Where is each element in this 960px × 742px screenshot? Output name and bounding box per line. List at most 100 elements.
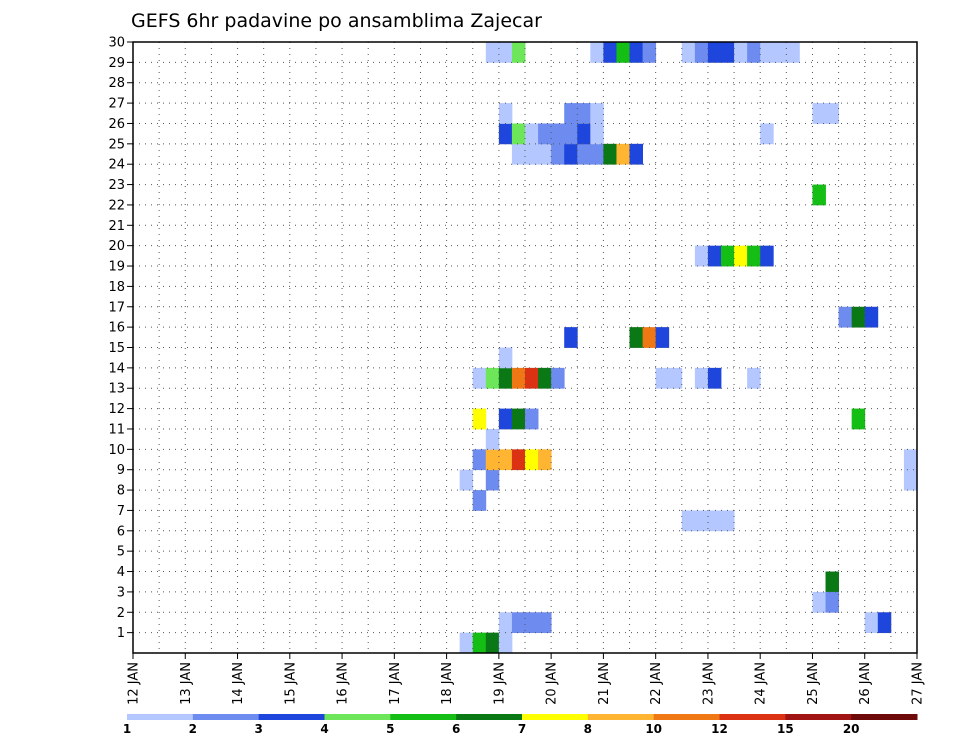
precip-cell	[459, 469, 474, 491]
precip-cell	[551, 123, 565, 145]
precip-cell	[590, 143, 604, 165]
precip-cell	[773, 42, 787, 63]
precip-cell	[498, 123, 513, 145]
precip-cell	[681, 42, 696, 63]
y-tick-label: 28	[108, 76, 125, 91]
precip-cell	[472, 367, 487, 389]
colorbar-label: 3	[254, 722, 262, 736]
precip-cell	[551, 143, 565, 165]
precip-cell	[629, 42, 643, 63]
precip-cell	[812, 103, 826, 124]
precip-cell	[760, 42, 774, 63]
colorbar-label: 2	[189, 722, 197, 736]
precip-cell	[498, 347, 513, 369]
colorbar-segment	[324, 714, 391, 720]
precip-cell	[525, 612, 539, 634]
x-tick-label: 22 JAN	[649, 662, 664, 705]
precip-cell	[747, 245, 761, 267]
y-tick-label: 23	[108, 178, 125, 193]
precip-cells	[459, 42, 918, 654]
y-tick-label: 19	[108, 260, 125, 275]
precip-cell	[498, 42, 513, 63]
colorbar-segment	[390, 714, 457, 720]
precip-cell	[564, 143, 578, 165]
precip-cell	[498, 612, 513, 634]
y-tick-label: 4	[117, 565, 125, 580]
precip-cell	[538, 123, 552, 145]
precip-cell	[707, 367, 722, 389]
y-tick-label: 26	[108, 117, 125, 132]
precip-cell	[851, 306, 866, 328]
precip-cell	[485, 469, 500, 491]
y-tick-label: 16	[108, 321, 125, 336]
y-tick-label: 27	[108, 97, 125, 112]
precip-cell	[838, 306, 853, 328]
precip-cell	[603, 42, 617, 63]
colorbar-segment	[587, 714, 655, 720]
precip-cell	[498, 367, 513, 389]
colorbar-segment	[653, 714, 720, 720]
precip-cell	[760, 123, 774, 145]
chart-title: GEFS 6hr padavine po ansamblima Zajecar	[131, 10, 542, 32]
precip-cell	[564, 103, 578, 124]
precip-cell	[655, 367, 670, 389]
precip-cell	[538, 612, 552, 634]
precip-cell	[564, 327, 578, 348]
precip-cell	[525, 408, 539, 430]
y-axis: 1234567891011121314151617181920212223242…	[108, 36, 133, 641]
precip-cell	[825, 571, 839, 593]
y-tick-label: 10	[108, 443, 125, 458]
precip-cell	[707, 245, 722, 267]
x-tick-label: 20 JAN	[545, 662, 560, 705]
precip-cell	[694, 245, 709, 267]
precip-cell	[616, 42, 630, 63]
precip-cell	[472, 632, 487, 654]
precip-cell	[498, 408, 513, 430]
precip-cell	[721, 245, 735, 267]
precip-cell	[472, 490, 487, 511]
y-tick-label: 11	[108, 422, 125, 437]
precip-cell	[511, 123, 526, 145]
y-tick-label: 20	[108, 239, 125, 254]
precip-cell	[485, 449, 500, 471]
precip-cell	[721, 510, 735, 532]
x-tick-label: 23 JAN	[701, 662, 716, 705]
precip-cell	[655, 327, 670, 348]
precip-cell	[525, 367, 539, 389]
colorbar-label: 1	[123, 722, 131, 736]
colorbar-segment	[258, 714, 325, 720]
precip-cell	[590, 103, 604, 124]
precip-cell	[511, 42, 526, 63]
y-tick-label: 13	[108, 382, 125, 397]
x-tick-label: 14 JAN	[231, 662, 246, 705]
colorbar-label: 20	[843, 722, 860, 736]
precip-cell	[734, 42, 748, 63]
precip-cell	[616, 143, 630, 165]
colorbar-label: 5	[386, 722, 394, 736]
precip-cell	[786, 42, 800, 63]
y-tick-label: 14	[108, 361, 125, 376]
precip-cell	[525, 123, 539, 145]
precip-cell	[694, 42, 709, 63]
colorbar-segment	[456, 714, 523, 720]
precip-cell	[472, 449, 487, 471]
precip-cell	[485, 428, 500, 450]
precip-cell	[721, 42, 735, 63]
y-tick-label: 17	[108, 300, 125, 315]
precip-cell	[525, 449, 539, 471]
precip-cell	[590, 42, 604, 63]
y-tick-label: 1	[117, 626, 125, 641]
precip-cell	[511, 449, 526, 471]
colorbar-segment	[785, 714, 852, 720]
precip-cell	[760, 245, 774, 267]
colorbar-label: 15	[777, 722, 794, 736]
precip-cell	[551, 367, 565, 389]
precip-cell	[747, 42, 761, 63]
precip-cell	[812, 591, 826, 613]
colorbar-segment	[851, 714, 918, 720]
colorbar-label: 6	[452, 722, 460, 736]
colorbar-segment	[127, 714, 194, 720]
y-tick-label: 7	[117, 504, 125, 519]
precip-cell	[577, 103, 591, 124]
precip-cell	[538, 367, 552, 389]
